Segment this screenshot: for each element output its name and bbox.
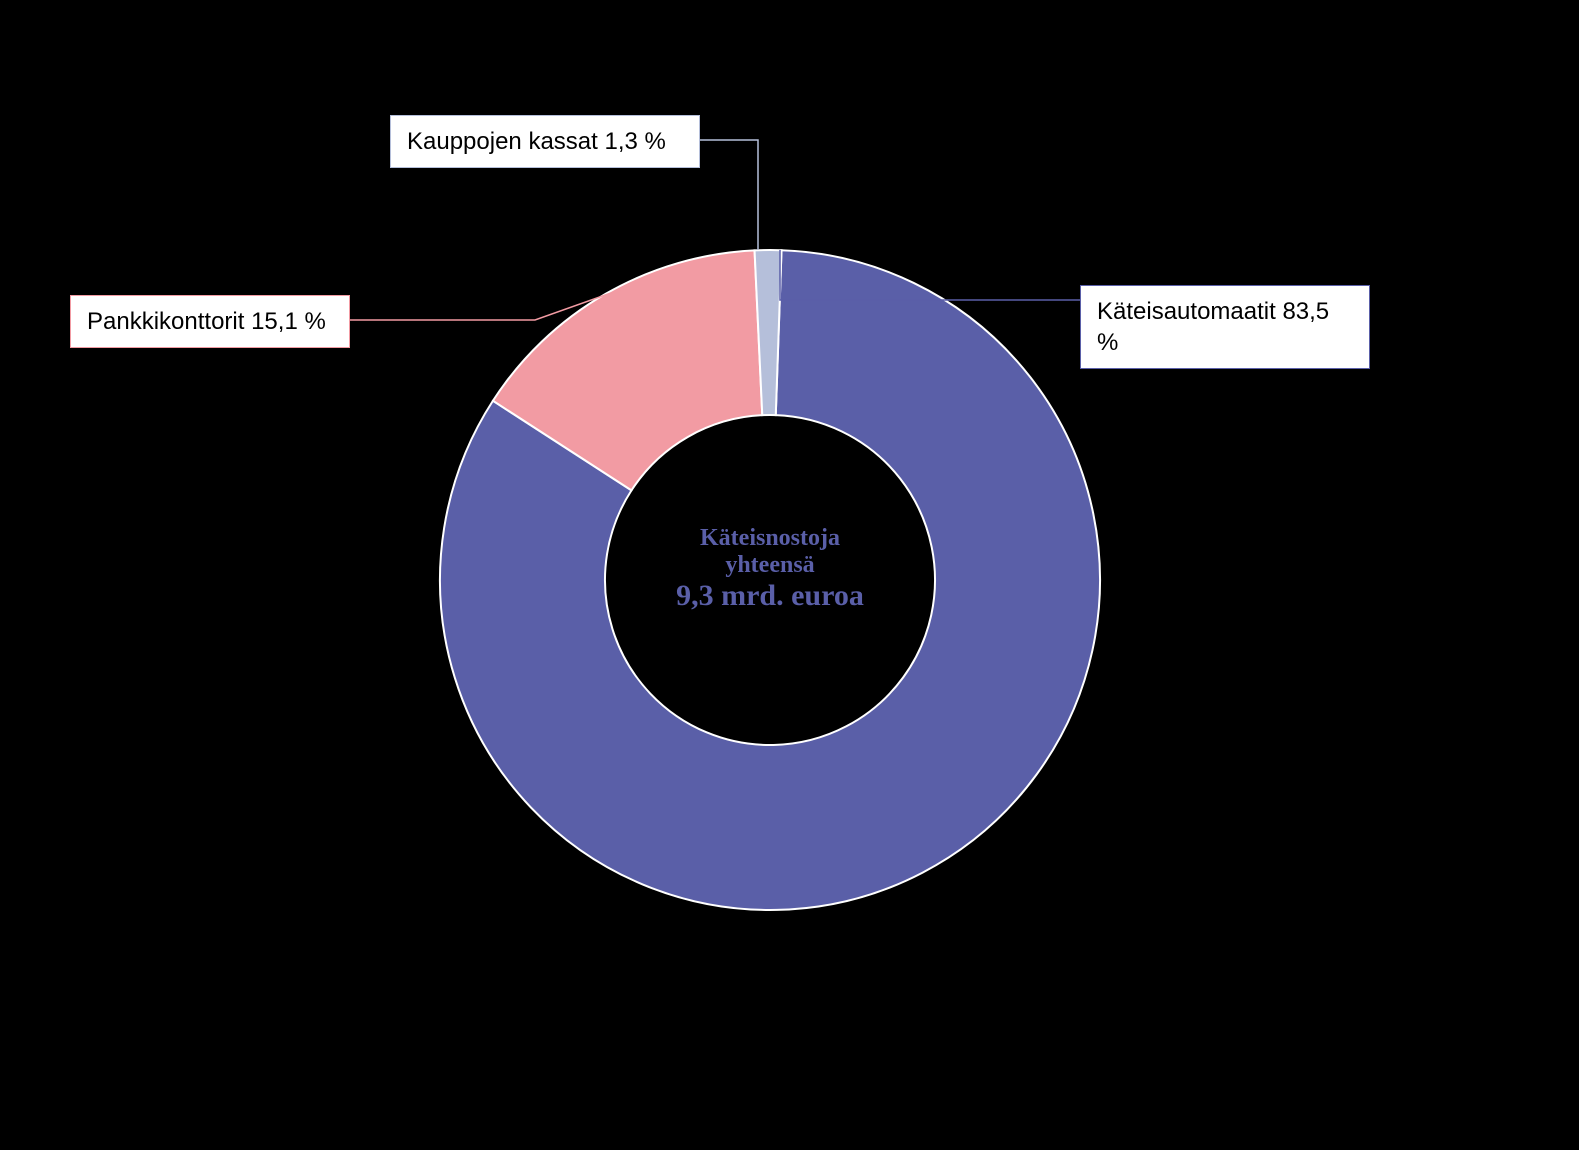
slice-label-kauppojen-kassat: Kauppojen kassat 1,3 % (390, 115, 700, 168)
slice-label-text: Kauppojen kassat 1,3 % (407, 128, 666, 155)
center-line-2: yhteensä (640, 552, 900, 579)
slice-label-text: Pankkikonttorit 15,1 % (87, 308, 326, 335)
slice-label-ateautomaatit: Käteisautomaatit 83,5 % (1080, 285, 1370, 369)
slice-label-pankkikonttorit: Pankkikonttorit 15,1 % (70, 295, 350, 348)
slice-label-text: Käteisautomaatit 83,5 % (1097, 298, 1329, 356)
leader-line (700, 140, 758, 250)
center-line-1: Käteisnostoja (640, 525, 900, 552)
center-line-3: 9,3 mrd. euroa (640, 579, 900, 613)
chart-center-label: Käteisnostoja yhteensä 9,3 mrd. euroa (640, 525, 900, 613)
donut-chart-container: Käteisautomaatit 83,5 % Pankkikonttorit … (0, 0, 1579, 1145)
